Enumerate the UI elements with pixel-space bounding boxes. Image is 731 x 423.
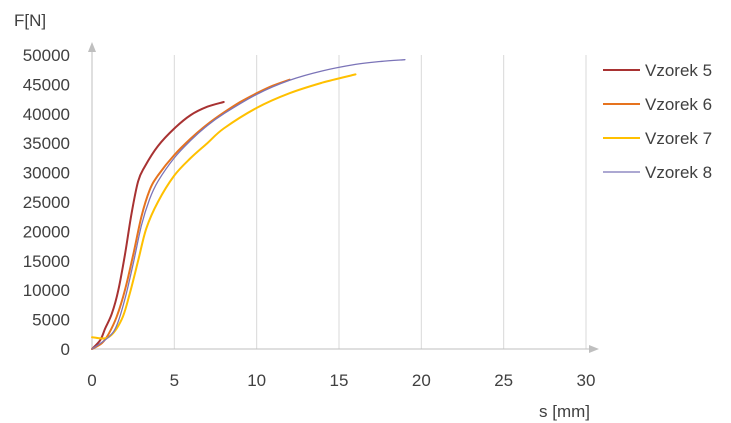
x-axis-title: s [mm]	[539, 402, 590, 421]
series-line-4	[91, 59, 406, 350]
legend-label-2: Vzorek 6	[645, 95, 712, 114]
y-tick-label: 25000	[23, 193, 70, 212]
y-axis-title: F[N]	[14, 11, 46, 30]
series-line-1	[91, 101, 225, 350]
x-tick-label: 15	[330, 371, 349, 390]
y-tick-label: 20000	[23, 222, 70, 241]
y-tick-label: 45000	[23, 75, 70, 94]
x-tick-label: 0	[87, 371, 96, 390]
series-line-2	[91, 78, 291, 350]
tick-labels: 0 5000 10000 15000 20000 25000 30000 35000 40000…	[23, 46, 596, 390]
x-axis-arrow	[589, 345, 599, 353]
y-tick-label: 35000	[23, 134, 70, 153]
series-lines	[91, 59, 406, 350]
x-tick-label: 20	[412, 371, 431, 390]
legend-label-4: Vzorek 8	[645, 163, 712, 182]
legend-label-1: Vzorek 5	[645, 61, 712, 80]
axes	[88, 42, 599, 353]
x-tick-label: 25	[494, 371, 513, 390]
y-tick-label: 10000	[23, 281, 70, 300]
x-tick-label: 10	[247, 371, 266, 390]
y-tick-label: 30000	[23, 164, 70, 183]
x-tick-label: 5	[170, 371, 179, 390]
legend-label-3: Vzorek 7	[645, 129, 712, 148]
y-tick-label: 40000	[23, 105, 70, 124]
y-tick-label: 15000	[23, 252, 70, 271]
y-tick-label: 0	[61, 340, 70, 359]
y-tick-label: 50000	[23, 46, 70, 65]
x-tick-label: 30	[577, 371, 596, 390]
grid-lines	[173, 55, 587, 349]
y-axis-arrow	[88, 42, 96, 52]
legend: Vzorek 5 Vzorek 6 Vzorek 7 Vzorek 8	[603, 61, 712, 182]
y-tick-label: 5000	[32, 311, 70, 330]
series-line-3	[91, 73, 357, 340]
